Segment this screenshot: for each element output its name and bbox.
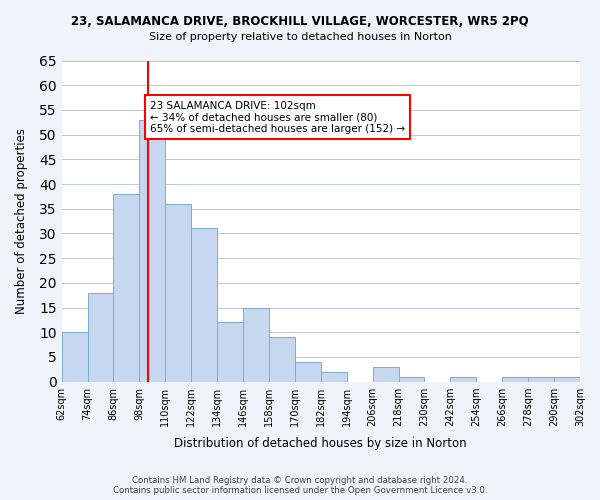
Bar	[321, 372, 347, 382]
Text: 23 SALAMANCA DRIVE: 102sqm
← 34% of detached houses are smaller (80)
65% of semi: 23 SALAMANCA DRIVE: 102sqm ← 34% of deta…	[150, 100, 405, 134]
Text: 23, SALAMANCA DRIVE, BROCKHILL VILLAGE, WORCESTER, WR5 2PQ: 23, SALAMANCA DRIVE, BROCKHILL VILLAGE, …	[71, 15, 529, 28]
Bar	[217, 322, 243, 382]
Bar	[113, 194, 139, 382]
Bar	[451, 376, 476, 382]
Bar	[502, 376, 528, 382]
Bar	[88, 292, 113, 382]
Y-axis label: Number of detached properties: Number of detached properties	[15, 128, 28, 314]
Bar	[528, 376, 554, 382]
Bar	[554, 376, 580, 382]
Bar	[398, 376, 424, 382]
Bar	[62, 332, 88, 382]
Bar	[165, 204, 191, 382]
Text: Contains HM Land Registry data © Crown copyright and database right 2024.
Contai: Contains HM Land Registry data © Crown c…	[113, 476, 487, 495]
Text: Size of property relative to detached houses in Norton: Size of property relative to detached ho…	[149, 32, 451, 42]
Bar	[269, 337, 295, 382]
X-axis label: Distribution of detached houses by size in Norton: Distribution of detached houses by size …	[175, 437, 467, 450]
Bar	[243, 308, 269, 382]
Bar	[191, 228, 217, 382]
Bar	[139, 120, 165, 382]
Bar	[373, 367, 398, 382]
Bar	[295, 362, 321, 382]
